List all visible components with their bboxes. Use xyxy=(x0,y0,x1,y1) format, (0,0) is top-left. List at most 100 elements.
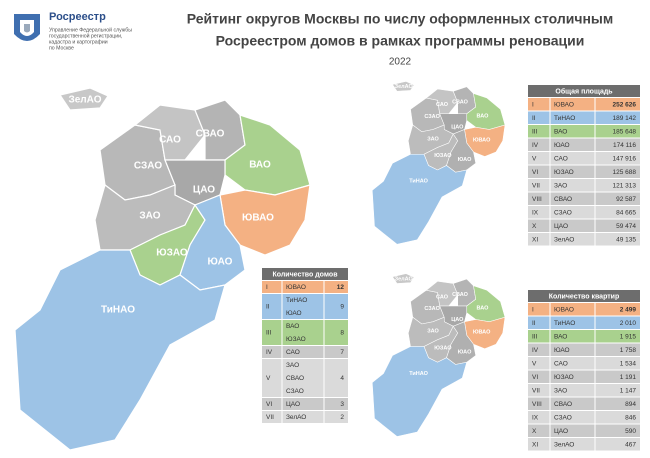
map-label: ЗелАО xyxy=(395,84,414,90)
year: 2022 xyxy=(389,57,412,68)
table-row xyxy=(262,398,348,410)
table-row xyxy=(528,233,640,246)
district: ЗелАО xyxy=(554,236,574,243)
table-row xyxy=(528,98,640,111)
table-title: Общая площадь xyxy=(555,87,613,95)
district: ЮЗАО xyxy=(286,336,306,343)
rank: I xyxy=(532,306,534,313)
map-label: САО xyxy=(436,294,449,300)
map-label: СВАО xyxy=(452,292,469,298)
table-row xyxy=(528,165,640,178)
map-label: ЦАО xyxy=(451,125,464,131)
map-label: ЮВАО xyxy=(473,330,491,336)
table-header xyxy=(528,85,640,97)
map-label: ЮАО xyxy=(208,257,233,268)
map-label: ЦАО xyxy=(451,317,464,323)
table-row xyxy=(528,111,640,124)
rank: XI xyxy=(532,441,538,448)
value: 9 xyxy=(340,304,344,311)
rank: VII xyxy=(532,182,540,189)
rank: IX xyxy=(532,414,539,421)
map-label: ЗелАО xyxy=(68,95,101,106)
map-label: САО xyxy=(436,102,449,108)
value: 1 147 xyxy=(620,387,637,394)
district: ЗАО xyxy=(554,182,567,189)
value: 59 474 xyxy=(616,223,636,230)
table-row xyxy=(528,370,640,383)
table-title: Количество домов xyxy=(272,271,338,278)
title: Рейтинг округов Москвы по числу оформлен… xyxy=(187,11,614,27)
map-label: ВАО xyxy=(477,113,490,119)
table-title: Количество квартир xyxy=(549,293,620,300)
map-label: ЮЗАО xyxy=(156,248,188,259)
rank: X xyxy=(532,428,537,435)
rank: VIII xyxy=(532,401,542,408)
map-label: СЗАО xyxy=(134,161,162,172)
map-label: ЦАО xyxy=(193,185,215,196)
value: 2 xyxy=(340,414,344,421)
rank: VII xyxy=(532,387,540,394)
rank: III xyxy=(532,128,538,135)
district: ВАО xyxy=(554,128,567,135)
value: 84 665 xyxy=(616,209,636,216)
table-row xyxy=(528,138,640,151)
value: 49 135 xyxy=(616,236,636,243)
rank: IV xyxy=(532,347,539,354)
table-row xyxy=(528,357,640,370)
district: ТиНАО xyxy=(554,115,575,122)
value: 3 xyxy=(340,401,344,408)
table-row xyxy=(528,397,640,410)
district: САО xyxy=(554,155,568,162)
table-header xyxy=(528,290,640,302)
district: ЦАО xyxy=(286,401,300,408)
district: СВАО xyxy=(554,196,572,203)
table-row xyxy=(528,411,640,424)
value: 2 010 xyxy=(620,320,637,327)
value: 252 626 xyxy=(613,101,637,108)
map-label: ЗелАО xyxy=(395,276,414,282)
rank: V xyxy=(532,360,537,367)
rank: IV xyxy=(532,142,539,149)
value: 147 916 xyxy=(613,155,637,162)
district: ВАО xyxy=(286,323,299,330)
table-row xyxy=(528,343,640,356)
district: СВАО xyxy=(554,401,572,408)
rank: IV xyxy=(266,349,273,356)
map-label: СВАО xyxy=(452,100,469,106)
table-row xyxy=(528,219,640,232)
table-row xyxy=(262,281,348,293)
map-label: ЗАО xyxy=(427,329,439,335)
map-label: ВАО xyxy=(249,160,271,171)
value: 4 xyxy=(340,375,344,382)
table-row xyxy=(528,424,640,437)
district: ЮАО xyxy=(554,142,570,149)
rank: XI xyxy=(532,236,538,243)
rank: III xyxy=(532,333,538,340)
org-subtitle: Управление Федеральной службы xyxy=(49,26,132,33)
rank: I xyxy=(532,101,534,108)
table-row xyxy=(528,438,640,451)
value: 1 758 xyxy=(620,347,637,354)
table-row xyxy=(528,384,640,397)
district: ВАО xyxy=(554,333,567,340)
district: ТиНАО xyxy=(554,320,575,327)
map-label: ЮАО xyxy=(458,349,472,355)
district: СЗАО xyxy=(286,388,304,395)
map-label: САО xyxy=(159,135,181,146)
district: ЗелАО xyxy=(554,441,574,448)
table-row xyxy=(528,179,640,192)
table-row xyxy=(528,303,640,316)
map-label: ЮЗАО xyxy=(434,153,452,159)
district: ЮВАО xyxy=(554,306,574,313)
table-row xyxy=(262,346,348,358)
value: 467 xyxy=(625,441,636,448)
map-label: ТиНАО xyxy=(409,179,428,185)
rank: III xyxy=(266,330,272,337)
district: ТиНАО xyxy=(286,297,307,304)
table-row xyxy=(528,316,640,329)
map-label: ТиНАО xyxy=(101,305,135,316)
table-row xyxy=(528,152,640,165)
rank: VIII xyxy=(532,196,542,203)
district: ЮВАО xyxy=(554,101,574,108)
rank: I xyxy=(266,284,268,291)
